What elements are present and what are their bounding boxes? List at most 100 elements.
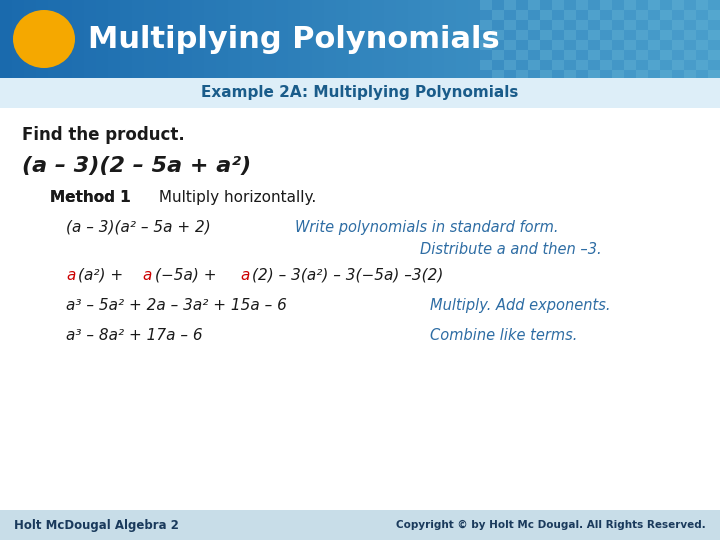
Text: (a – 3)(a² – 5a + 2): (a – 3)(a² – 5a + 2) (66, 220, 211, 235)
FancyBboxPatch shape (648, 40, 660, 50)
FancyBboxPatch shape (708, 50, 720, 60)
Text: a: a (240, 268, 250, 283)
FancyBboxPatch shape (708, 30, 720, 40)
FancyBboxPatch shape (504, 0, 517, 78)
FancyBboxPatch shape (588, 50, 600, 60)
FancyBboxPatch shape (48, 0, 61, 78)
FancyBboxPatch shape (348, 0, 361, 78)
FancyBboxPatch shape (696, 20, 708, 30)
FancyBboxPatch shape (456, 0, 469, 78)
FancyBboxPatch shape (696, 40, 708, 50)
Text: Copyright © by Holt Mc Dougal. All Rights Reserved.: Copyright © by Holt Mc Dougal. All Right… (396, 520, 706, 530)
FancyBboxPatch shape (468, 0, 481, 78)
FancyBboxPatch shape (420, 0, 433, 78)
FancyBboxPatch shape (0, 0, 13, 78)
FancyBboxPatch shape (72, 0, 85, 78)
FancyBboxPatch shape (408, 0, 421, 78)
FancyBboxPatch shape (612, 30, 624, 40)
FancyBboxPatch shape (540, 30, 552, 40)
Text: Distribute a and then –3.: Distribute a and then –3. (420, 242, 602, 257)
FancyBboxPatch shape (324, 0, 337, 78)
Ellipse shape (13, 10, 75, 68)
FancyBboxPatch shape (696, 0, 709, 78)
FancyBboxPatch shape (636, 10, 648, 20)
FancyBboxPatch shape (660, 0, 673, 78)
Text: (2) – 3(a²) – 3(−5a) –3(2): (2) – 3(a²) – 3(−5a) –3(2) (253, 268, 444, 283)
FancyBboxPatch shape (552, 0, 564, 10)
FancyBboxPatch shape (504, 60, 516, 70)
FancyBboxPatch shape (552, 40, 564, 50)
Text: Multiply. Add exponents.: Multiply. Add exponents. (430, 298, 611, 313)
FancyBboxPatch shape (204, 0, 217, 78)
FancyBboxPatch shape (0, 108, 720, 510)
FancyBboxPatch shape (12, 0, 25, 78)
Text: (a – 3)(2 – 5a + a²): (a – 3)(2 – 5a + a²) (22, 156, 251, 176)
FancyBboxPatch shape (492, 50, 504, 60)
FancyBboxPatch shape (660, 10, 672, 20)
FancyBboxPatch shape (492, 0, 505, 78)
Text: Example 2A: Multiplying Polynomials: Example 2A: Multiplying Polynomials (202, 85, 518, 100)
FancyBboxPatch shape (624, 0, 636, 10)
Text: Holt McDougal Algebra 2: Holt McDougal Algebra 2 (14, 518, 179, 531)
FancyBboxPatch shape (516, 30, 528, 40)
Text: Method 1: Method 1 (50, 190, 130, 205)
FancyBboxPatch shape (660, 50, 672, 60)
FancyBboxPatch shape (552, 0, 565, 78)
FancyBboxPatch shape (624, 60, 636, 70)
FancyBboxPatch shape (528, 40, 540, 50)
FancyBboxPatch shape (564, 10, 576, 20)
FancyBboxPatch shape (24, 0, 37, 78)
FancyBboxPatch shape (84, 0, 97, 78)
FancyBboxPatch shape (660, 30, 672, 40)
FancyBboxPatch shape (60, 0, 73, 78)
FancyBboxPatch shape (696, 60, 708, 70)
FancyBboxPatch shape (576, 0, 588, 10)
FancyBboxPatch shape (120, 0, 133, 78)
FancyBboxPatch shape (504, 20, 516, 30)
Text: (−5a) +: (−5a) + (155, 268, 221, 283)
FancyBboxPatch shape (108, 0, 121, 78)
FancyBboxPatch shape (684, 0, 697, 78)
FancyBboxPatch shape (192, 0, 205, 78)
FancyBboxPatch shape (0, 78, 720, 108)
FancyBboxPatch shape (504, 40, 516, 50)
FancyBboxPatch shape (516, 70, 528, 80)
Text: Method 1: Method 1 (50, 190, 130, 205)
FancyBboxPatch shape (588, 70, 600, 80)
FancyBboxPatch shape (384, 0, 397, 78)
FancyBboxPatch shape (648, 0, 660, 10)
FancyBboxPatch shape (528, 60, 540, 70)
FancyBboxPatch shape (612, 10, 624, 20)
FancyBboxPatch shape (576, 60, 588, 70)
FancyBboxPatch shape (564, 0, 577, 78)
FancyBboxPatch shape (288, 0, 301, 78)
FancyBboxPatch shape (708, 10, 720, 20)
FancyBboxPatch shape (696, 0, 708, 10)
FancyBboxPatch shape (396, 0, 409, 78)
Text: Multiply horizontally.: Multiply horizontally. (154, 190, 316, 205)
FancyBboxPatch shape (480, 20, 492, 30)
FancyBboxPatch shape (504, 0, 516, 10)
FancyBboxPatch shape (600, 40, 612, 50)
FancyBboxPatch shape (144, 0, 157, 78)
FancyBboxPatch shape (480, 60, 492, 70)
FancyBboxPatch shape (312, 0, 325, 78)
FancyBboxPatch shape (336, 0, 349, 78)
FancyBboxPatch shape (480, 0, 493, 78)
FancyBboxPatch shape (372, 0, 385, 78)
FancyBboxPatch shape (0, 510, 720, 540)
FancyBboxPatch shape (264, 0, 277, 78)
FancyBboxPatch shape (492, 70, 504, 80)
Text: (a²) +: (a²) + (78, 268, 128, 283)
FancyBboxPatch shape (672, 40, 684, 50)
Text: Combine like terms.: Combine like terms. (430, 328, 577, 343)
FancyBboxPatch shape (600, 20, 612, 30)
FancyBboxPatch shape (444, 0, 457, 78)
FancyBboxPatch shape (708, 70, 720, 80)
FancyBboxPatch shape (588, 0, 601, 78)
FancyBboxPatch shape (552, 20, 564, 30)
FancyBboxPatch shape (480, 40, 492, 50)
FancyBboxPatch shape (156, 0, 169, 78)
FancyBboxPatch shape (540, 0, 553, 78)
FancyBboxPatch shape (96, 0, 109, 78)
